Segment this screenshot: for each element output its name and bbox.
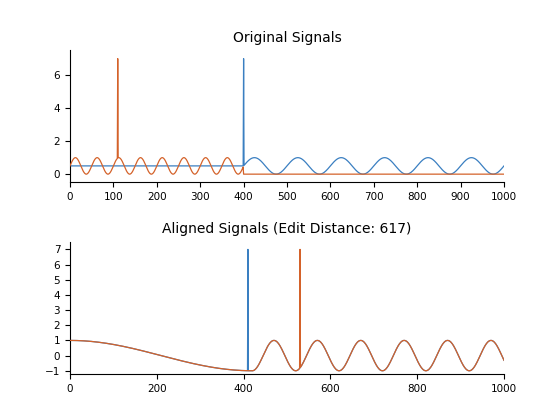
Title: Aligned Signals (Edit Distance: 617): Aligned Signals (Edit Distance: 617): [162, 223, 412, 236]
Title: Original Signals: Original Signals: [232, 31, 342, 45]
